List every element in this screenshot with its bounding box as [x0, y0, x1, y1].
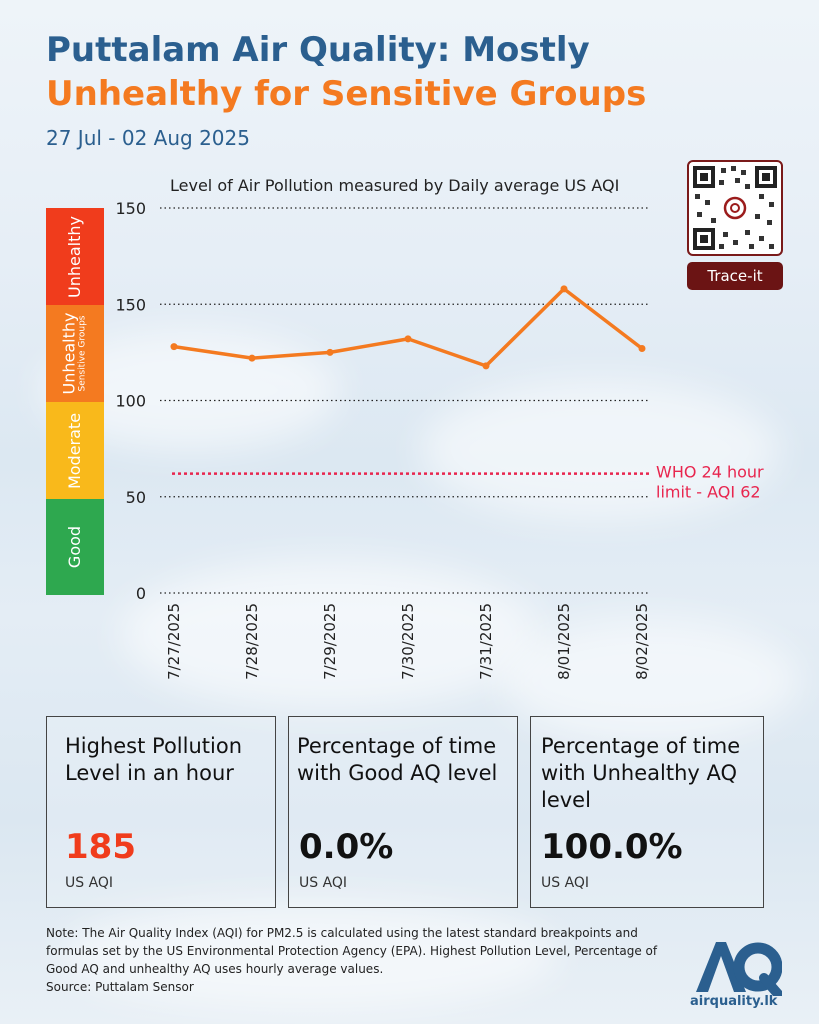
- stat-value: 0.0%: [299, 827, 394, 867]
- aqi-data-point: [326, 348, 334, 356]
- who-limit-label: WHO 24 hour: [656, 463, 764, 482]
- aqi-data-point: [560, 285, 568, 293]
- aqi-data-point: [638, 345, 646, 353]
- aqi-data-point: [404, 335, 412, 343]
- stat-box-highest: Highest Pollution Level in an hour 185 U…: [46, 716, 276, 908]
- airquality-logo: [692, 936, 783, 999]
- y-tick-label: 150: [115, 199, 146, 218]
- logo-text: airquality.lk: [690, 994, 778, 1009]
- x-tick-label: 7/29/2025: [321, 603, 339, 680]
- footnote: Note: The Air Quality Index (AQI) for PM…: [46, 924, 666, 996]
- page-title: Puttalam Air Quality: Mostly Unhealthy f…: [46, 28, 646, 116]
- band-unhealthy-sensitive: Unhealthy Sensitive Groups: [46, 305, 104, 402]
- trace-it-label[interactable]: Trace-it: [687, 262, 783, 290]
- x-tick-label: 8/02/2025: [633, 603, 651, 680]
- source-text: Source: Puttalam Sensor: [46, 980, 194, 994]
- y-tick-label: 50: [126, 488, 146, 507]
- who-limit-label: limit - AQI 62: [656, 483, 761, 502]
- aqi-data-point: [248, 354, 256, 362]
- band-moderate: Moderate: [46, 402, 104, 499]
- stat-unit: US AQI: [65, 875, 114, 891]
- x-tick-label: 7/27/2025: [165, 603, 183, 680]
- x-tick-label: 7/28/2025: [243, 603, 261, 680]
- stat-box-unhealthy: Percentage of time with Unhealthy AQ lev…: [530, 716, 764, 908]
- chart-title: Level of Air Pollution measured by Daily…: [170, 176, 620, 195]
- aqi-data-point: [170, 343, 178, 351]
- stat-value: 100.0%: [541, 827, 683, 867]
- note-text: Note: The Air Quality Index (AQI) for PM…: [46, 926, 658, 976]
- y-tick-label: 0: [136, 584, 146, 603]
- stat-unit: US AQI: [299, 875, 348, 891]
- x-tick-label: 7/30/2025: [399, 603, 417, 680]
- band-good: Good: [46, 499, 104, 595]
- band-unhealthy: Unhealthy: [46, 208, 104, 305]
- y-tick-label: 150: [115, 295, 146, 314]
- x-tick-label: 8/01/2025: [555, 603, 573, 680]
- aqi-data-point: [482, 362, 490, 370]
- y-tick-label: 100: [115, 392, 146, 411]
- stat-heading: Percentage of time with Unhealthy AQ lev…: [541, 734, 741, 812]
- date-range: 27 Jul - 02 Aug 2025: [46, 126, 250, 150]
- stat-heading: Highest Pollution Level in an hour: [65, 734, 243, 785]
- aq-logo-icon: [696, 942, 783, 999]
- qr-code[interactable]: [687, 160, 783, 256]
- qr-code-icon: [693, 166, 777, 250]
- x-tick-label: 7/31/2025: [477, 603, 495, 680]
- stat-heading: Percentage of time with Good AQ level: [297, 734, 498, 785]
- title-line-2: Unhealthy for Sensitive Groups: [46, 74, 647, 114]
- stat-box-good: Percentage of time with Good AQ level 0.…: [288, 716, 518, 908]
- title-line-1: Puttalam Air Quality: Mostly: [46, 30, 590, 70]
- aqi-series-line: [173, 287, 644, 368]
- stat-value: 185: [65, 827, 136, 867]
- stat-unit: US AQI: [541, 875, 590, 891]
